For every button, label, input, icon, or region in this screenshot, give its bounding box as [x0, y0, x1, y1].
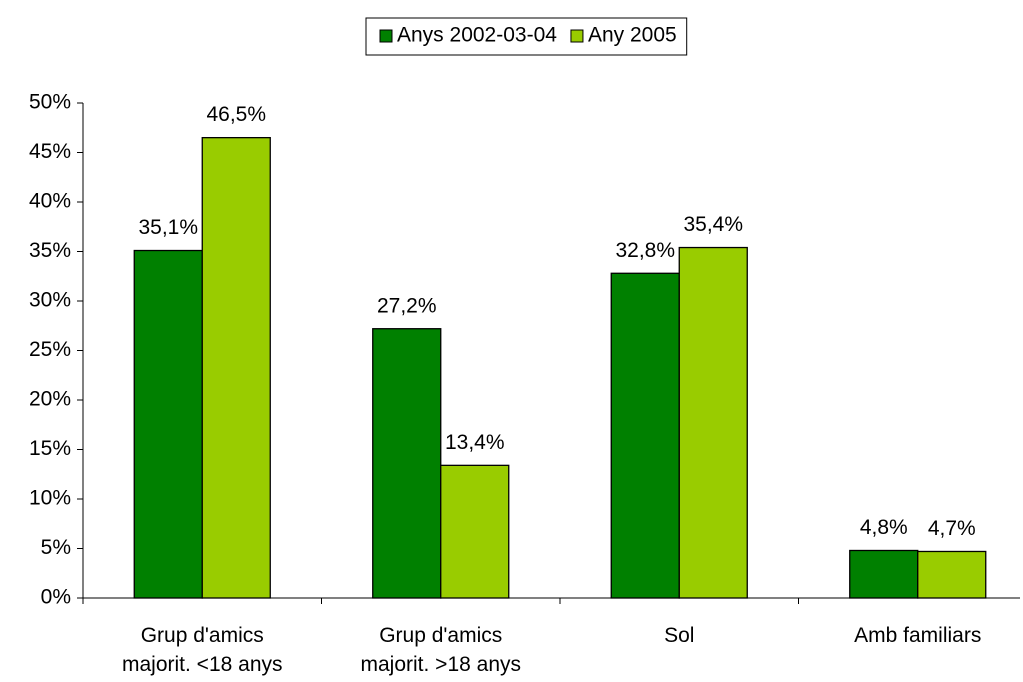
y-tick-label: 30% [29, 289, 71, 312]
legend-swatch [570, 29, 584, 43]
legend-swatch [379, 29, 393, 43]
y-tick-label: 20% [29, 388, 71, 411]
bar [678, 246, 748, 599]
y-tick-label: 0% [41, 586, 71, 609]
data-label: 32,8% [615, 239, 675, 262]
legend-label: Anys 2002-03-04 [397, 24, 557, 47]
data-label: 35,4% [683, 213, 743, 236]
y-tick-label: 15% [29, 437, 71, 460]
bar [610, 272, 680, 599]
x-tick-label: Amb familiars [854, 624, 982, 647]
y-tick-label: 25% [29, 338, 71, 361]
bar [133, 249, 203, 599]
bar [201, 136, 271, 599]
data-label: 13,4% [445, 431, 505, 454]
y-tick-label: 10% [29, 487, 71, 510]
bar [440, 464, 510, 599]
data-label: 4,7% [928, 517, 976, 540]
data-label: 4,8% [860, 516, 908, 539]
legend-label: Any 2005 [588, 24, 677, 47]
x-tick-label: Grup d'amics majorit. <18 anys [122, 624, 283, 676]
bar [849, 549, 919, 599]
y-tick-label: 5% [41, 536, 71, 559]
bar [372, 328, 442, 599]
legend [365, 17, 688, 56]
x-tick-label: Grup d'amics majorit. >18 anys [360, 624, 522, 676]
y-tick-label: 45% [29, 140, 71, 163]
data-label: 27,2% [377, 294, 437, 317]
y-tick-label: 50% [29, 91, 71, 114]
y-tick-label: 35% [29, 239, 71, 262]
bar [917, 550, 987, 599]
x-tick-label: Sol [664, 624, 695, 647]
data-label: 35,1% [138, 216, 198, 239]
y-tick-label: 40% [29, 190, 71, 213]
data-label: 46,5% [206, 103, 266, 126]
